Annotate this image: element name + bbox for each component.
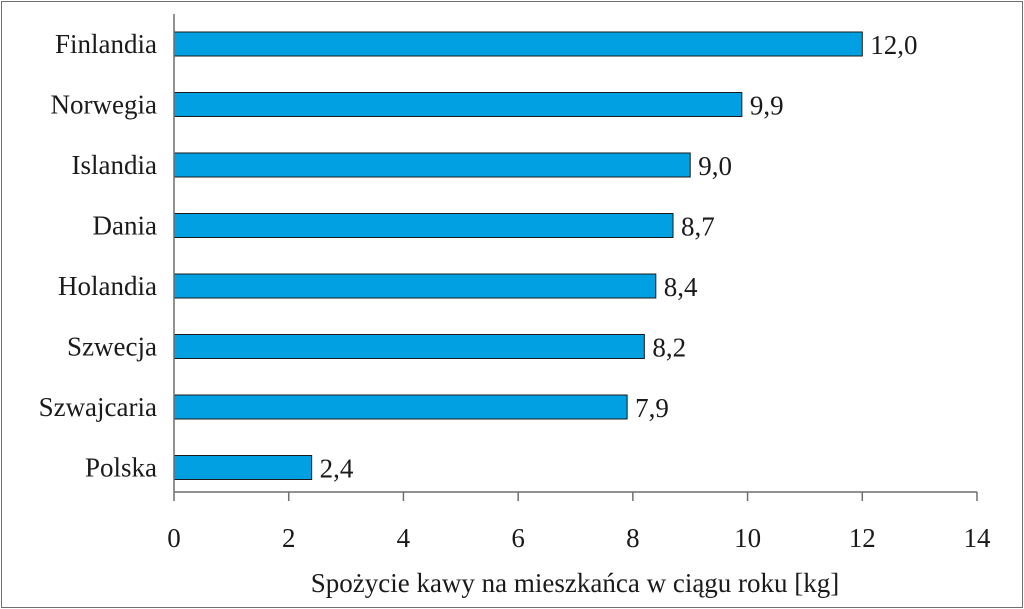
x-tick-label: 2 — [282, 523, 296, 553]
x-tick-label: 6 — [511, 523, 525, 553]
category-label: Dania — [93, 211, 157, 241]
category-label: Szwecja — [67, 332, 157, 362]
category-label: Finlandia — [55, 29, 157, 59]
category-label: Holandia — [58, 271, 157, 301]
value-label: 7,9 — [635, 393, 669, 423]
value-label: 8,4 — [664, 272, 698, 302]
x-axis-title: Spożycie kawy na mieszkańca w ciągu roku… — [311, 568, 840, 598]
bar — [173, 394, 628, 420]
x-tick-label: 10 — [734, 523, 761, 553]
value-label: 8,2 — [652, 333, 686, 363]
value-label: 2,4 — [320, 454, 354, 484]
bar — [173, 213, 674, 238]
value-label: 12,0 — [870, 30, 917, 60]
x-tick-label: 0 — [167, 523, 181, 553]
bar — [173, 455, 313, 480]
category-label: Islandia — [72, 150, 157, 180]
value-label: 9,0 — [698, 151, 732, 181]
x-tick-label: 8 — [626, 523, 640, 553]
x-tick-label: 12 — [849, 523, 876, 553]
x-tick-label: 4 — [397, 523, 411, 553]
bar — [173, 334, 645, 359]
value-label: 8,7 — [681, 212, 715, 242]
axes-layer: 0 2 4 6 8 10 12 14 — [167, 14, 991, 553]
bars-layer: Finlandia 12,0 Norwegia 9,9 Islandia 9,0 Dania… — [39, 29, 918, 484]
bar — [173, 92, 743, 117]
category-label: Polska — [85, 453, 157, 483]
bar — [173, 152, 691, 178]
category-label: Szwajcaria — [39, 392, 157, 422]
bar — [173, 31, 863, 57]
value-label: 9,9 — [750, 91, 784, 121]
x-tick-label: 14 — [964, 523, 992, 553]
bar — [173, 273, 657, 299]
category-label: Norwegia — [51, 90, 157, 120]
